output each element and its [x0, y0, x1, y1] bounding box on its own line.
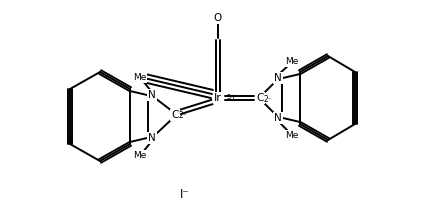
- Text: N: N: [148, 133, 156, 143]
- Text: 2⁻: 2⁻: [179, 112, 187, 120]
- Text: Me: Me: [285, 130, 298, 139]
- Text: N: N: [274, 113, 282, 123]
- Text: Me: Me: [133, 151, 147, 160]
- Text: O: O: [134, 73, 142, 83]
- Text: C: C: [171, 110, 179, 120]
- Text: Ir: Ir: [214, 93, 222, 103]
- Text: N: N: [148, 90, 156, 100]
- Text: N: N: [274, 73, 282, 83]
- Text: I⁻: I⁻: [180, 189, 190, 202]
- Text: 5+: 5+: [226, 94, 236, 100]
- Text: Me: Me: [133, 74, 147, 82]
- Text: O: O: [214, 13, 222, 23]
- Text: Me: Me: [285, 57, 298, 67]
- Text: 2⁻: 2⁻: [264, 95, 272, 103]
- Text: C: C: [256, 93, 264, 103]
